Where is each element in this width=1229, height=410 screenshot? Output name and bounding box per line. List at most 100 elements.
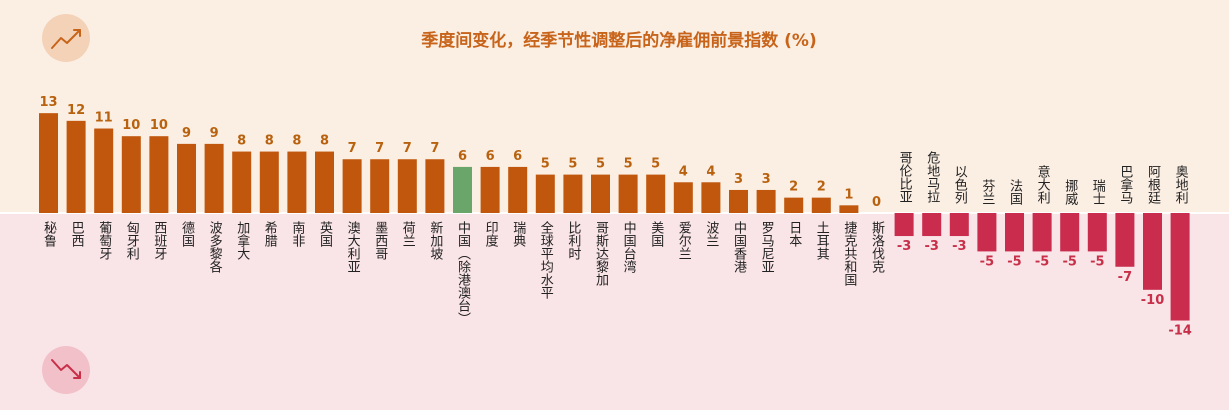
category-label: 意大利 — [1035, 164, 1051, 204]
category-label: 瑞典 — [510, 221, 526, 247]
bar-value-label: 8 — [292, 134, 301, 149]
bar — [756, 189, 776, 213]
trend-down-icon — [42, 346, 90, 394]
bar — [259, 151, 279, 213]
category-label: 爱尔兰 — [676, 221, 692, 260]
bar-value-label: 8 — [237, 134, 246, 149]
bar-value-label: 8 — [265, 134, 274, 149]
category-label: 波多黎各 — [207, 221, 223, 273]
bar — [315, 151, 334, 213]
bar — [370, 159, 390, 213]
bar-value-label: -10 — [1141, 293, 1165, 308]
bar — [480, 166, 500, 213]
bar-value-label: 1 — [844, 187, 853, 202]
category-label: 西班牙 — [151, 221, 167, 260]
category-label: 哥伦比亚 — [897, 151, 913, 203]
bar — [949, 213, 969, 237]
bar-value-label: 4 — [679, 164, 688, 179]
category-label: 全球平均水平 — [538, 220, 554, 299]
bar — [1170, 213, 1190, 321]
bottom-background — [0, 213, 1229, 410]
category-label: 斯洛伐克 — [869, 221, 885, 274]
bar — [839, 205, 859, 213]
category-label: 墨西哥 — [372, 221, 388, 260]
bar — [397, 159, 417, 213]
category-label: 澳大利亚 — [345, 220, 361, 273]
bar-value-label: 7 — [403, 141, 412, 156]
bar — [894, 213, 914, 237]
category-label: 波兰 — [703, 221, 719, 247]
bar-value-label: 2 — [789, 180, 798, 195]
category-label: 芬兰 — [979, 179, 995, 205]
category-label: 法国 — [1007, 179, 1023, 205]
trend-up-icon — [42, 14, 90, 62]
category-label: 秘鲁 — [41, 221, 57, 248]
category-label: 捷克共和国 — [841, 221, 857, 286]
bar — [204, 143, 224, 213]
category-label: 巴西 — [69, 221, 85, 247]
bar — [591, 174, 610, 213]
bar — [149, 136, 169, 213]
bar-value-label: 5 — [568, 157, 577, 172]
bar-value-label: 3 — [762, 172, 771, 187]
bar-value-label: 5 — [541, 157, 550, 172]
bar-value-label: 3 — [734, 172, 743, 187]
bar — [39, 113, 58, 213]
category-label: 德国 — [179, 221, 195, 247]
category-label: 瑞士 — [1090, 179, 1106, 205]
category-label: 哥斯达黎加 — [593, 221, 609, 287]
bar-value-label: -5 — [1062, 254, 1076, 269]
bar-value-label: 7 — [375, 141, 384, 156]
bar — [1005, 213, 1024, 252]
bar — [453, 166, 472, 213]
category-label: 希腊 — [262, 221, 278, 248]
bar-value-label: 9 — [210, 126, 219, 141]
bar-value-label: -5 — [1090, 254, 1104, 269]
category-label: 日本 — [786, 221, 802, 247]
bar-value-label: 2 — [817, 180, 826, 195]
category-label: 新加坡 — [427, 220, 443, 260]
category-label: 中国香港 — [731, 221, 747, 273]
bar — [811, 197, 831, 213]
bar — [1115, 213, 1135, 267]
bar — [94, 128, 114, 213]
bar — [121, 136, 141, 213]
bar-value-label: 5 — [651, 157, 660, 172]
bar — [425, 159, 445, 213]
category-label: 巴拿马 — [1117, 165, 1133, 204]
bar — [784, 197, 804, 213]
bar-value-label: 4 — [706, 164, 715, 179]
bars: 13秘鲁12巴西11葡萄牙10匈牙利10西班牙9德国9波多黎各8加拿大8希腊8南… — [39, 95, 1192, 339]
bar-value-label: -3 — [924, 239, 938, 254]
category-label: 中国台湾 — [621, 221, 637, 273]
bar-value-label: 6 — [486, 149, 495, 164]
bar-value-label: 13 — [39, 95, 57, 110]
category-label: 奥地利 — [1173, 165, 1189, 204]
bar-value-label: 6 — [513, 149, 522, 164]
category-label: 中国（除港澳台） — [455, 221, 471, 325]
category-label: 加拿大 — [234, 221, 250, 260]
bar-value-label: 5 — [596, 157, 605, 172]
category-label: 比利时 — [565, 221, 581, 260]
bar-value-label: 5 — [624, 157, 633, 172]
bar — [342, 159, 362, 213]
bar-value-label: 7 — [430, 141, 439, 156]
bar-value-label: -14 — [1168, 324, 1192, 339]
bar — [673, 182, 693, 213]
category-label: 挪威 — [1062, 179, 1078, 205]
bar — [563, 174, 583, 213]
bar-value-label: 11 — [95, 111, 113, 126]
bar-value-label: -3 — [897, 239, 911, 254]
bar — [232, 151, 252, 213]
bar — [508, 166, 528, 213]
bar — [646, 174, 666, 213]
bar — [287, 151, 307, 213]
bar-value-label: -5 — [1035, 254, 1049, 269]
bar-value-label: -3 — [952, 239, 966, 254]
category-label: 危地马拉 — [924, 151, 940, 203]
category-label: 罗马尼亚 — [759, 221, 775, 273]
bar — [977, 213, 997, 252]
category-label: 以色列 — [952, 165, 968, 205]
bar — [729, 189, 748, 213]
